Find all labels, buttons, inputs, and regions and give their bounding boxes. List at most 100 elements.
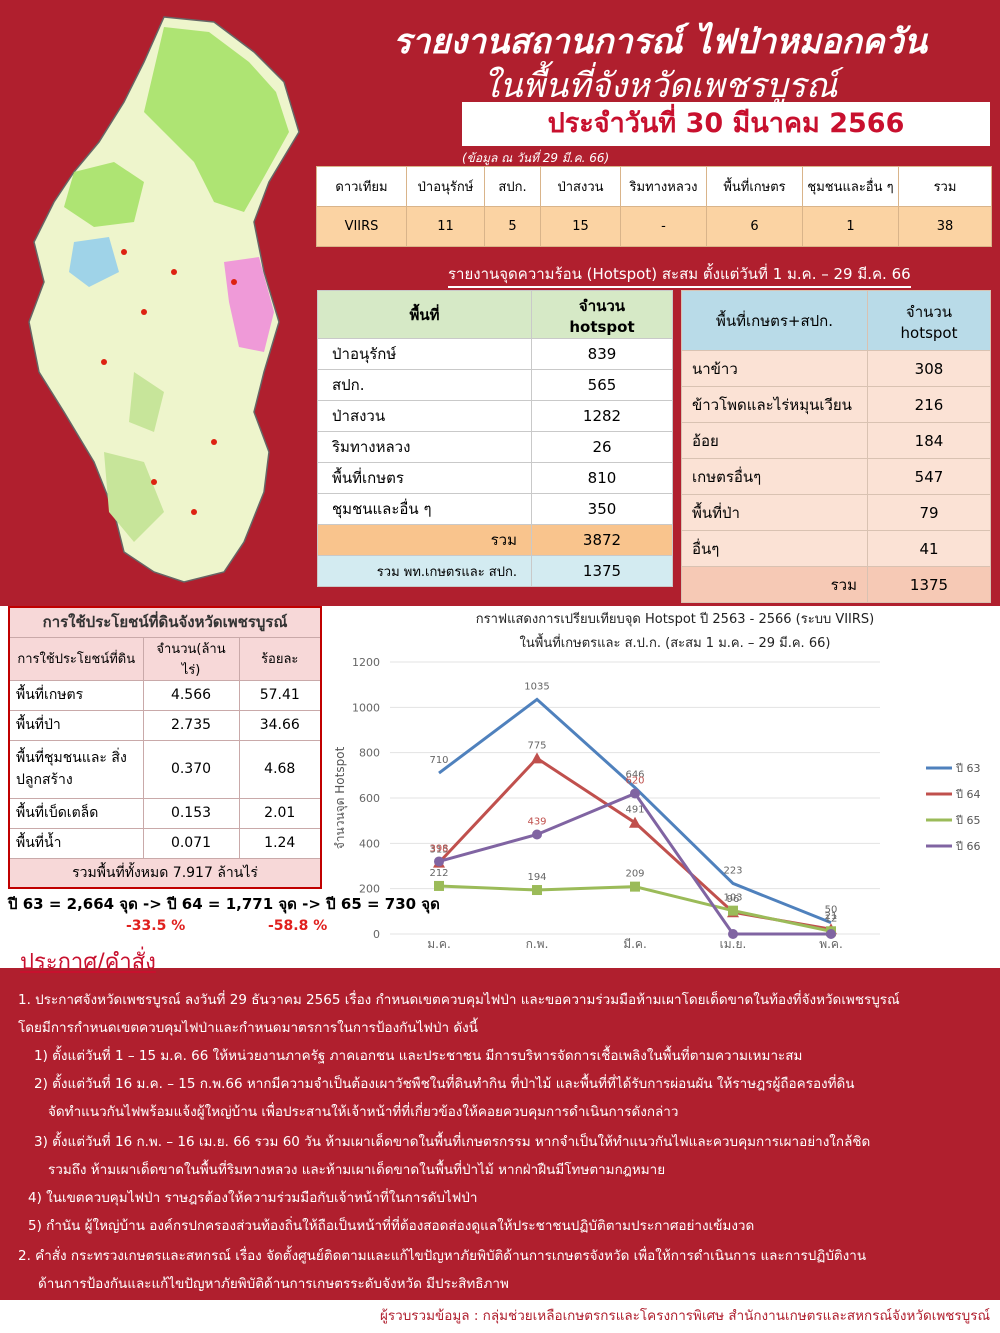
landuse-amount: 0.071	[142, 827, 240, 859]
agri-value: 308	[867, 350, 991, 387]
agri-name: อ้อย	[681, 422, 868, 459]
agri-header: พื้นที่เกษตร+สปก.	[681, 290, 868, 351]
area-name: ป่าอนุรักษ์	[317, 338, 532, 370]
area-hotspot-table: พื้นที่ จำนวน hotspot ป่าอนุรักษ์ 839 สปก…	[317, 290, 673, 587]
announcement-line: 5) กำนัน ผู้ใหญ่บ้าน องค์กรปกครองส่วนท้อ…	[28, 1218, 755, 1234]
announcement-line: 4) ในเขตควบคุมไฟป่า ราษฎรต้องให้ความร่วม…	[28, 1190, 478, 1206]
sat-header: ป่าอนุรักษ์	[406, 166, 485, 207]
agri-name: เกษตรอื่นๆ	[681, 458, 868, 495]
data-label: 710	[429, 755, 448, 766]
pct-change-65: -58.8 %	[268, 918, 328, 934]
chart-title: กราฟแสดงการเปรียบเทียบจุด Hotspot ปี 256…	[475, 612, 875, 627]
landuse-amount: 0.370	[142, 739, 240, 799]
sat-header: สปก.	[484, 166, 541, 207]
area-value: 565	[531, 369, 673, 401]
announcement-line: ด้านการป้องกันและแก้ไขปัญหาภัยพิบัติด้าน…	[38, 1276, 509, 1292]
sat-cell: 1	[802, 206, 899, 247]
data-label: 620	[625, 775, 644, 786]
landuse-total: รวมพื้นที่ทั้งหมด 7.917 ล้านไร่	[8, 857, 322, 889]
data-note: (ข้อมูล ณ วันที่ 29 มี.ค. 66)	[462, 151, 610, 165]
agri-total-value: 1375	[867, 566, 991, 603]
y-axis-label: จำนวนจุด Hotspot	[333, 746, 348, 849]
area-total-value: 3872	[531, 524, 673, 556]
landuse-header: จำนวน(ล้านไร่)	[142, 636, 240, 681]
area-total2-value: 1375	[531, 555, 673, 587]
data-label: 103	[723, 893, 742, 904]
announcement-line: 1) ตั้งแต่วันที่ 1 – 15 ม.ค. 66 ให้หน่วย…	[34, 1048, 803, 1064]
y-tick-label: 800	[359, 747, 380, 760]
announcement-panel	[0, 968, 1000, 1300]
sat-header: ดาวเทียม	[316, 166, 407, 207]
y-tick-label: 1200	[352, 656, 380, 669]
area-value: 350	[531, 493, 673, 525]
series-line	[438, 884, 832, 933]
legend-label: ปี 64	[955, 788, 981, 801]
sat-header: รวม	[898, 166, 992, 207]
announcement-line: 1. ประกาศจังหวัดเพชรบูรณ์ ลงวันที่ 29 ธั…	[18, 992, 900, 1008]
legend-label: ปี 66	[955, 840, 981, 853]
announcement-line: รวมถึง ห้ามเผาเด็ดขาดในพื้นที่ริมทางหลวง…	[48, 1162, 666, 1178]
sat-cell: 11	[406, 206, 485, 247]
satellite-table: ดาวเทียม ป่าอนุรักษ์ สปก. ป่าสงวน ริมทาง…	[316, 166, 992, 247]
series-line	[438, 697, 832, 925]
y-tick-label: 400	[359, 837, 380, 850]
y-tick-label: 1000	[352, 701, 380, 714]
sat-cell: 6	[706, 206, 803, 247]
y-tick-label: 600	[359, 792, 380, 805]
area-name: ป่าสงวน	[317, 400, 532, 432]
agri-name: อื่นๆ	[681, 530, 868, 567]
province-map	[28, 16, 300, 583]
landuse-table: การใช้ประโยชน์ที่ดินจังหวัดเพชรบูรณ์ การ…	[8, 606, 322, 889]
data-label: 12	[825, 913, 838, 924]
agri-name: นาข้าว	[681, 350, 868, 387]
landuse-name: พื้นที่เกษตร	[8, 679, 144, 711]
chart-subtitle: ในพื้นที่เกษตรและ ส.ป.ก. (สะสม 1 ม.ค. – …	[519, 636, 831, 651]
area-value: 1282	[531, 400, 673, 432]
hotspot-line-chart: 0 200 400 600 800 1000 1200 ม.ค. ก.พ. มี.ค. เม.ย. พ…	[333, 656, 981, 950]
area-total2-label: รวม พท.เกษตรและ สปก.	[317, 555, 532, 587]
sat-cell: 15	[540, 206, 621, 247]
series-marker	[629, 816, 641, 828]
announcement-line: โดยมีการกำหนดเขตควบคุมไฟป่าและกำหนดมาตรก…	[18, 1020, 478, 1036]
announcement-heading: ประกาศ/คำสั่ง	[20, 950, 156, 975]
report-date: ประจำวันที่ 30 มีนาคม 2566	[462, 102, 990, 146]
area-value: 26	[531, 431, 673, 463]
landuse-name: พื้นที่เบ็ดเตล็ด	[8, 797, 144, 829]
sat-cell: 5	[484, 206, 541, 247]
data-label: 315	[429, 845, 448, 856]
data-label: 223	[723, 865, 742, 876]
area-name: พื้นที่เกษตร	[317, 462, 532, 494]
landuse-percent: 34.66	[238, 709, 322, 741]
landuse-name: พื้นที่น้ำ	[8, 827, 144, 859]
landuse-amount: 4.566	[142, 679, 240, 711]
landuse-name: พื้นที่ป่า	[8, 709, 144, 741]
landuse-percent: 4.68	[238, 739, 322, 799]
sat-header: ริมทางหลวง	[620, 166, 707, 207]
area-header: พื้นที่	[317, 290, 532, 339]
series-marker	[531, 752, 543, 764]
y-tick-label: 200	[359, 883, 380, 896]
series-marker	[434, 856, 444, 867]
series-marker	[728, 929, 738, 939]
area-value: 810	[531, 462, 673, 494]
area-name: ชุมชนและอื่น ๆ	[317, 493, 532, 525]
agri-value: 216	[867, 386, 991, 423]
series-marker	[532, 829, 542, 840]
data-label: 775	[527, 740, 546, 751]
x-tick-label: ก.พ.	[526, 937, 549, 950]
sat-header: พื้นที่เกษตร	[706, 166, 803, 207]
landuse-percent: 2.01	[238, 797, 322, 829]
hotspot-subheading: รายงานจุดความร้อน (Hotspot) สะสม ตั้งแต่…	[448, 262, 911, 288]
report-title: รายงานสถานการณ์ ไฟป่าหมอกควัน	[393, 22, 927, 62]
legend-label: ปี 63	[955, 762, 981, 775]
footer-credit: ผู้รวบรวมข้อมูล : กลุ่มช่วยเหลือเกษตรกรแ…	[380, 1308, 990, 1324]
year-comparison: ปี 63 = 2,664 จุด -> ปี 64 = 1,771 จุด -…	[8, 895, 440, 913]
agri-value: 41	[867, 530, 991, 567]
series-marker	[532, 885, 542, 896]
area-name: สปก.	[317, 369, 532, 401]
legend-label: ปี 65	[955, 814, 981, 827]
sat-cell: 38	[898, 206, 992, 247]
agri-total-label: รวม	[681, 566, 868, 603]
agri-header: จำนวน hotspot	[867, 290, 991, 351]
data-label: 1035	[524, 681, 549, 692]
